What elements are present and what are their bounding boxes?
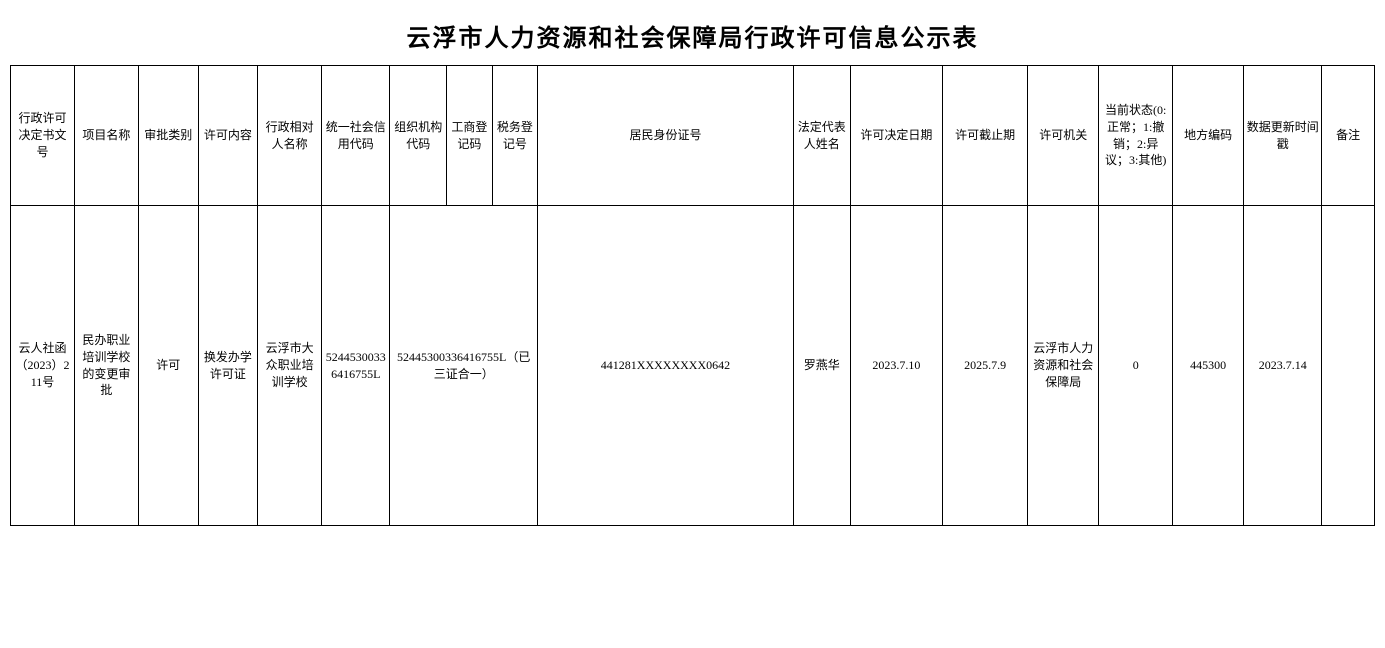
col-header-id-card: 居民身份证号 — [538, 66, 794, 206]
col-header-permit-content: 许可内容 — [198, 66, 258, 206]
cell-project-name: 民办职业培训学校的变更审批 — [74, 206, 138, 526]
col-header-remark: 备注 — [1322, 66, 1375, 206]
col-header-party-name: 行政相对人名称 — [258, 66, 322, 206]
cell-permit-content: 换发办学许可证 — [198, 206, 258, 526]
cell-approval-type: 许可 — [138, 206, 198, 526]
col-header-status: 当前状态(0:正常；1:撤销；2:异议；3:其他) — [1099, 66, 1173, 206]
permit-info-table: 行政许可决定书文号 项目名称 审批类别 许可内容 行政相对人名称 统一社会信用代… — [10, 65, 1375, 526]
col-header-doc-no: 行政许可决定书文号 — [11, 66, 75, 206]
cell-status: 0 — [1099, 206, 1173, 526]
page-title: 云浮市人力资源和社会保障局行政许可信息公示表 — [10, 10, 1375, 65]
table-row: 云人社函（2023）211号 民办职业培训学校的变更审批 许可 换发办学许可证 … — [11, 206, 1375, 526]
cell-party-name: 云浮市大众职业培训学校 — [258, 206, 322, 526]
header-row: 行政许可决定书文号 项目名称 审批类别 许可内容 行政相对人名称 统一社会信用代… — [11, 66, 1375, 206]
col-header-tax-reg: 税务登记号 — [492, 66, 537, 206]
col-header-expiry-date: 许可截止期 — [943, 66, 1028, 206]
cell-doc-no: 云人社函（2023）211号 — [11, 206, 75, 526]
cell-decision-date: 2023.7.10 — [850, 206, 942, 526]
cell-update-time: 2023.7.14 — [1244, 206, 1322, 526]
cell-remark — [1322, 206, 1375, 526]
cell-legal-rep: 罗燕华 — [793, 206, 850, 526]
cell-region-code: 445300 — [1173, 206, 1244, 526]
col-header-region-code: 地方编码 — [1173, 66, 1244, 206]
col-header-approval-type: 审批类别 — [138, 66, 198, 206]
col-header-project-name: 项目名称 — [74, 66, 138, 206]
cell-id-card: 441281XXXXXXXX0642 — [538, 206, 794, 526]
col-header-biz-reg: 工商登记码 — [447, 66, 492, 206]
col-header-org-code: 组织机构代码 — [390, 66, 447, 206]
col-header-update-time: 数据更新时间戳 — [1244, 66, 1322, 206]
cell-authority: 云浮市人力资源和社会保障局 — [1028, 206, 1099, 526]
col-header-legal-rep: 法定代表人姓名 — [793, 66, 850, 206]
col-header-decision-date: 许可决定日期 — [850, 66, 942, 206]
cell-expiry-date: 2025.7.9 — [943, 206, 1028, 526]
col-header-unified-code: 统一社会信用代码 — [322, 66, 390, 206]
col-header-authority: 许可机关 — [1028, 66, 1099, 206]
cell-unified-code: 52445300336416755L — [322, 206, 390, 526]
cell-org-code-merged: 52445300336416755L（已三证合一） — [390, 206, 538, 526]
